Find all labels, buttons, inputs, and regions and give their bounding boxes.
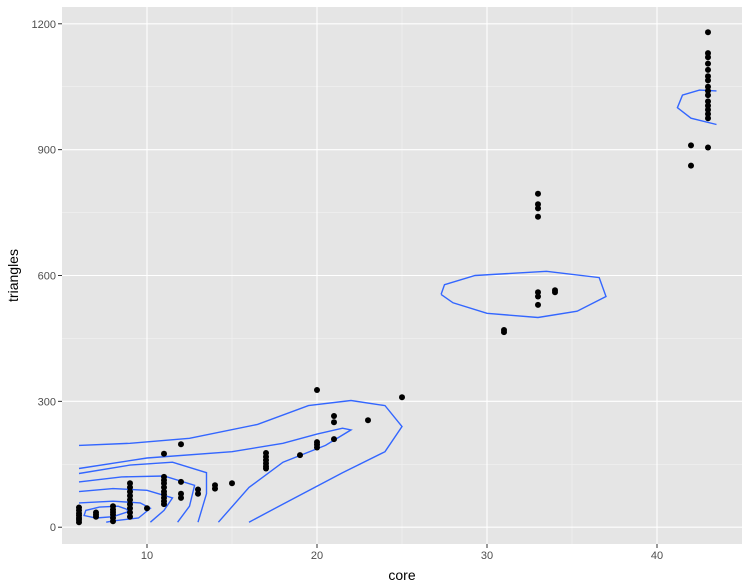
data-point [178,490,184,497]
data-point [535,201,541,208]
y-tick-label: 900 [38,145,56,157]
data-point [705,92,711,99]
data-point [314,439,320,446]
x-tick-label: 10 [141,550,153,562]
y-tick-label: 300 [38,396,56,408]
data-point [127,505,133,512]
data-point [161,473,167,480]
data-points [76,29,711,526]
data-point [705,115,711,122]
data-point [535,190,541,197]
data-point [161,488,167,495]
density-contour-line [78,487,174,523]
density-contour-line [676,89,717,126]
data-point [127,501,133,508]
data-point [212,482,218,489]
data-point [535,293,541,300]
data-point [76,504,82,511]
density-contour-line [440,270,607,319]
data-point [552,287,558,294]
data-point [705,60,711,67]
data-point [705,144,711,151]
x-axis-title: core [388,567,415,583]
data-point [399,394,405,401]
data-point [127,488,133,495]
density-contour-line [78,427,353,523]
x-axis: 10 20 30 40 [141,544,663,562]
data-point [127,492,133,499]
data-point [705,66,711,73]
data-point [535,301,541,308]
data-point [127,480,133,487]
y-tick-label: 1200 [32,19,56,31]
data-point [110,503,116,510]
data-point [688,142,694,149]
data-point [178,494,184,501]
data-point [331,413,337,419]
data-point [331,436,337,443]
y-tick-label: 600 [38,271,56,283]
data-point [144,505,150,512]
data-point [705,77,711,84]
data-point [365,417,371,424]
data-point [535,213,541,220]
data-point [705,83,711,90]
data-point [263,450,269,456]
data-point [705,73,711,80]
y-tick-label: 0 [50,522,56,534]
data-point [535,205,541,212]
data-point [501,327,507,333]
data-point [178,478,184,485]
data-point [127,496,133,503]
data-point [705,29,711,36]
density-contour-line [78,399,403,523]
data-point [161,450,167,457]
data-point [93,509,99,516]
data-point [705,111,711,117]
data-point [195,490,201,497]
data-point [535,289,541,296]
density-contour-line [78,461,208,523]
data-point [127,484,133,491]
data-point [705,106,711,113]
data-point [195,486,201,493]
density-contours [78,89,717,523]
data-point [705,102,711,109]
data-point [161,484,167,491]
data-point [297,452,303,459]
data-point [705,87,711,94]
x-tick-label: 40 [651,550,663,562]
data-point [705,50,711,57]
data-point [314,387,320,393]
y-axis: 0 300 600 900 1200 [32,19,62,534]
data-point [705,98,711,105]
x-tick-label: 30 [481,550,493,562]
data-point [178,441,184,448]
data-point [688,162,694,169]
data-point [331,419,337,426]
data-point [127,509,133,516]
x-tick-label: 20 [311,550,323,562]
data-point [127,513,133,520]
y-axis-title: triangles [5,249,21,302]
data-point [229,480,235,487]
data-point [705,54,711,61]
